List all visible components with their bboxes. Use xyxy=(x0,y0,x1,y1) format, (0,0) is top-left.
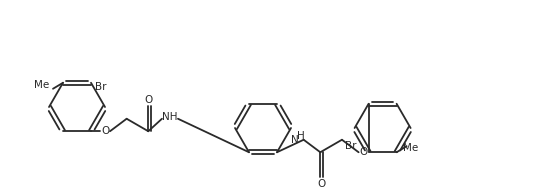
Text: O: O xyxy=(101,126,109,136)
Text: H: H xyxy=(297,131,305,141)
Text: Br: Br xyxy=(95,82,107,92)
Text: N: N xyxy=(291,135,298,145)
Text: Me: Me xyxy=(34,80,49,90)
Text: NH: NH xyxy=(162,112,178,122)
Text: O: O xyxy=(360,147,368,157)
Text: O: O xyxy=(317,179,325,189)
Text: O: O xyxy=(144,95,152,105)
Text: Br: Br xyxy=(345,141,357,151)
Text: Me: Me xyxy=(403,143,418,153)
